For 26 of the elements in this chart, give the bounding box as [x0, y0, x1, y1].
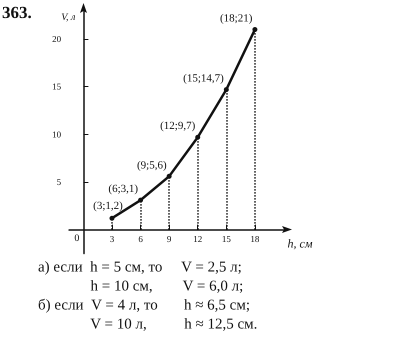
data-label: (15;14,7)	[183, 72, 224, 85]
data-label: (18;21)	[220, 12, 253, 25]
y-tick-label: 10	[52, 129, 62, 140]
annotation: 0	[74, 233, 80, 244]
data-label: (9;5,6)	[137, 159, 167, 172]
x-tick-label: 3	[110, 234, 115, 244]
x-tick-label: 18	[250, 234, 260, 244]
x-tick-label: 9	[166, 234, 172, 244]
data-label: (3;1,2)	[93, 200, 124, 212]
text: а) если h = 5 см, то V = 2,5 л;	[38, 260, 242, 276]
point	[138, 198, 144, 203]
x-tick-label: 12	[193, 234, 202, 244]
text: V = 10 л, h ≈ 12,5 см.	[38, 316, 258, 332]
y-tick-label: 5	[56, 177, 62, 188]
y-axis-title: V, л	[61, 12, 76, 23]
chart-title: 363.	[2, 3, 32, 22]
y-tick-label: 15	[52, 82, 62, 92]
data-label: (6;3,1)	[108, 183, 138, 196]
x-tick-label: 15	[222, 234, 232, 244]
data-label: (12;9,7)	[160, 120, 196, 132]
point	[252, 27, 258, 32]
text: h = 10 см, V = 6,0 л;	[38, 278, 244, 294]
x-axis-title: h, см	[288, 236, 313, 251]
x-tick-label: 6	[138, 234, 144, 244]
text: б) если V = 4 л, то h ≈ 6,5 см;	[38, 298, 250, 314]
y-tick-label: 20	[52, 34, 62, 44]
